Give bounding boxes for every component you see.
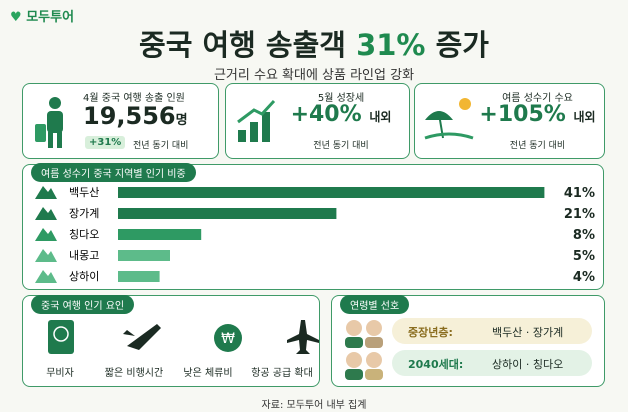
- age-places: 백두산 · 장가계: [492, 326, 564, 339]
- category-label: 장가계: [69, 207, 99, 220]
- value-label: 8%: [573, 228, 595, 243]
- chart: 백두산 41% 장가계 21% 칭다오 8% 내몽고 5% 상하이 4%: [35, 186, 595, 285]
- footer: 자료: 모두투어 내부 집계: [261, 400, 367, 411]
- age-group: 2040세대:: [408, 358, 464, 371]
- logo-text: 모두투어: [26, 10, 75, 25]
- factor-label: 짧은 비행시간: [104, 368, 164, 379]
- stat-label: 여름 성수기 수요: [502, 93, 573, 104]
- title-main: 중국 여행 송출객: [139, 28, 346, 62]
- bar: [118, 250, 170, 261]
- title: 중국 여행 송출객 31% 증가: [0, 22, 628, 64]
- stat-note: 전년 동기 대비: [509, 141, 566, 151]
- factor-label: 낮은 체류비: [183, 368, 233, 379]
- stat-note: 전년 동기 대비: [133, 141, 189, 151]
- value-label: 41%: [564, 186, 595, 201]
- region-icon: [35, 228, 57, 241]
- factor-icons: ₩: [48, 320, 319, 354]
- stat-value: 19,556: [83, 102, 176, 130]
- logo: ♥ 모두투어: [10, 10, 75, 25]
- stat-unit: 명: [175, 113, 188, 128]
- stat-unit: 내외: [369, 110, 392, 124]
- people-icon: [345, 320, 383, 380]
- age-row: [392, 350, 592, 376]
- stat-unit: 내외: [573, 110, 596, 124]
- subtitle: 근거리 수요 확대에 상품 라인업 강화: [213, 68, 415, 83]
- region-icon: [35, 186, 57, 199]
- age-row: [392, 318, 592, 344]
- ages-box: 연령별 선호 중장년층: 백두산 · 장가계 2040세대: 상하이 · 칭다오: [331, 295, 605, 387]
- svg-text:₩: ₩: [221, 331, 235, 347]
- factor-label: 무비자: [46, 368, 74, 379]
- category-label: 백두산: [69, 186, 99, 199]
- stat-box: 5월 성장세 +40% 내외 전년 동기 대비: [225, 83, 410, 159]
- bar: [118, 229, 202, 240]
- stat-label: 5월 성장세: [317, 93, 365, 104]
- bar: [118, 271, 160, 282]
- age-group: 중장년층:: [408, 326, 453, 339]
- chart-title: 여름 성수기 중국 지역별 인기 비중: [31, 163, 196, 182]
- category-label: 내몽고: [69, 249, 99, 262]
- bar: [118, 187, 545, 198]
- category-label: 상하이: [69, 269, 99, 283]
- stat-badge: +31%: [85, 136, 126, 149]
- region-icon: [35, 249, 57, 262]
- factors-box: 중국 여행 인기 요인 ₩ 무비자 짧은 비행시간 낮은 체류비 항공 공급 확대: [22, 295, 320, 387]
- title-end: 증가: [435, 28, 489, 62]
- age-places: 상하이 · 칭다오: [492, 358, 564, 371]
- ages-title: 연령별 선호: [340, 295, 410, 314]
- beach-icon: [424, 98, 474, 140]
- factor-label: 항공 공급 확대: [251, 368, 313, 379]
- stat-label: 4월 중국 여행 송출 인원: [83, 93, 185, 104]
- value-label: 5%: [573, 249, 595, 264]
- factors-title: 중국 여행 인기 요인: [31, 295, 135, 314]
- value-label: 4%: [573, 270, 595, 285]
- stat-box: 여름 성수기 수요 +105% 내외 전년 동기 대비: [414, 83, 605, 159]
- region-icon: [35, 270, 57, 283]
- bar: [118, 208, 337, 219]
- title-highlight: 31%: [356, 28, 426, 62]
- chart-box: 백두산 41% 장가계 21% 칭다오 8% 내몽고 5% 상하이 4% 여름 성수기 중국 지역…: [22, 163, 604, 290]
- stat-box: 4월 중국 여행 송출 인원 19,556명 +31% 전년 동기 대비: [22, 83, 219, 159]
- region-icon: [35, 207, 57, 220]
- stat-value: +40%: [290, 102, 362, 127]
- stat-note: 전년 동기 대비: [313, 141, 369, 151]
- growth-icon: [237, 99, 276, 142]
- category-label: 칭다오: [69, 228, 99, 241]
- stat-value: +105%: [479, 102, 566, 127]
- value-label: 21%: [564, 207, 595, 222]
- traveler-icon: [35, 97, 63, 148]
